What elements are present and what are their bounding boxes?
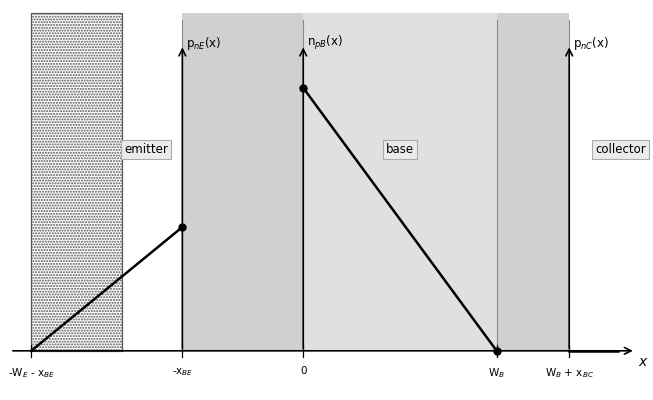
Text: x: x xyxy=(639,356,647,370)
Bar xyxy=(497,13,569,351)
Text: -W$_E$ - x$_{BE}$: -W$_E$ - x$_{BE}$ xyxy=(8,366,55,380)
Text: p$_{nE}$(x): p$_{nE}$(x) xyxy=(186,34,221,52)
Text: base: base xyxy=(386,143,414,156)
Text: W$_B$ + x$_{BC}$: W$_B$ + x$_{BC}$ xyxy=(545,366,594,380)
Text: 0: 0 xyxy=(300,366,306,376)
Text: W$_B$: W$_B$ xyxy=(488,366,505,380)
Bar xyxy=(182,13,303,351)
Text: -x$_{BE}$: -x$_{BE}$ xyxy=(172,366,193,378)
Bar xyxy=(31,13,122,351)
Bar xyxy=(303,13,497,351)
Bar xyxy=(31,13,122,351)
Text: n$_{pB}$(x): n$_{pB}$(x) xyxy=(308,34,343,52)
Text: emitter: emitter xyxy=(124,143,168,156)
Text: collector: collector xyxy=(595,143,646,156)
Text: p$_{nC}$(x): p$_{nC}$(x) xyxy=(573,34,609,52)
